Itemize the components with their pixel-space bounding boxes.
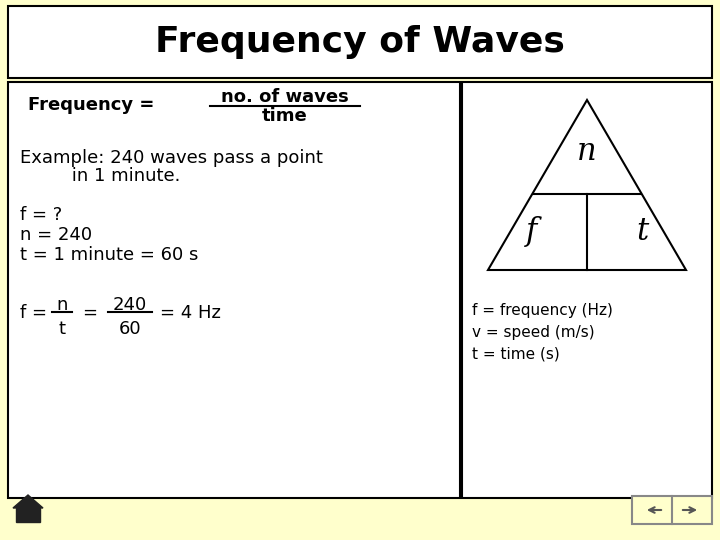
Text: v = speed (m/s): v = speed (m/s) [472,325,595,340]
Text: f = ?: f = ? [20,206,62,224]
Text: t: t [58,320,66,338]
FancyBboxPatch shape [8,82,460,498]
Text: =: = [82,304,97,322]
Text: = 4 Hz: = 4 Hz [160,304,221,322]
Text: 60: 60 [119,320,141,338]
Text: f =: f = [20,304,47,322]
Text: t: t [636,216,648,247]
Text: Frequency =: Frequency = [28,96,154,114]
FancyBboxPatch shape [462,82,712,498]
Text: no. of waves: no. of waves [221,88,349,106]
Text: time: time [262,107,308,125]
Text: f: f [526,216,538,247]
Text: Frequency of Waves: Frequency of Waves [155,25,565,59]
FancyBboxPatch shape [632,496,712,524]
Text: t = time (s): t = time (s) [472,347,559,361]
Text: n: n [577,136,597,167]
Polygon shape [488,100,686,270]
Text: in 1 minute.: in 1 minute. [20,167,181,185]
Text: 240: 240 [113,296,147,314]
Polygon shape [13,495,43,508]
Text: n: n [56,296,68,314]
Text: f = frequency (Hz): f = frequency (Hz) [472,302,613,318]
Text: n = 240: n = 240 [20,226,92,244]
FancyBboxPatch shape [8,6,712,78]
Text: t = 1 minute = 60 s: t = 1 minute = 60 s [20,246,199,264]
Text: Example: 240 waves pass a point: Example: 240 waves pass a point [20,149,323,167]
Polygon shape [16,508,40,522]
